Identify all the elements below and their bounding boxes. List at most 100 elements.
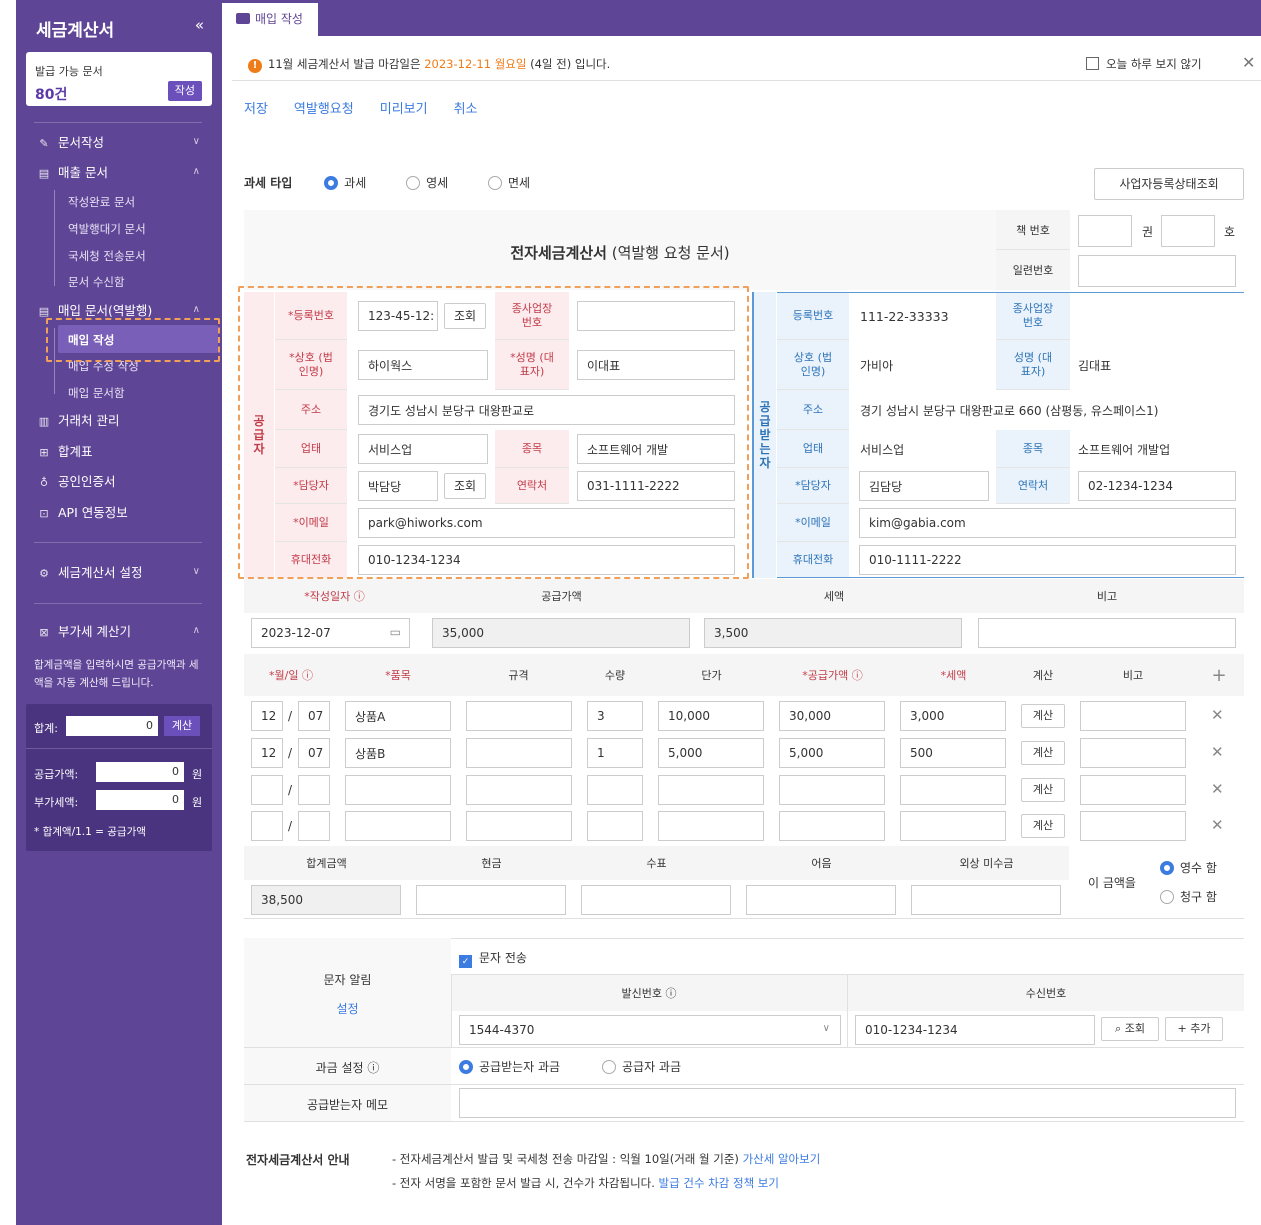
tax-type-exempt[interactable]: 면세 — [488, 176, 530, 190]
row-calc-button[interactable]: 계산 — [1021, 814, 1065, 838]
memo-input[interactable] — [978, 618, 1236, 648]
tax-input[interactable]: 500 — [900, 738, 1006, 768]
checkbox-checked-icon[interactable]: ✓ — [459, 955, 472, 968]
menu-purchase[interactable]: ▤ 매입 문서(역발행) — [36, 301, 152, 321]
qty-input[interactable]: 3 — [587, 701, 643, 731]
tax-input[interactable] — [900, 775, 1006, 805]
book-volume-input[interactable] — [1078, 215, 1132, 247]
price-input[interactable]: 5,000 — [658, 738, 764, 768]
calendar-icon[interactable]: ▭ — [389, 625, 401, 639]
delete-row-icon[interactable]: ✕ — [1211, 780, 1224, 798]
to-lookup-button[interactable]: ⌕ 조회 — [1101, 1017, 1159, 1041]
tax-type-zero[interactable]: 영세 — [406, 176, 448, 190]
supplier-phone-input[interactable]: 010-1234-1234 — [358, 545, 735, 575]
add-row-icon[interactable]: + — [1194, 654, 1244, 696]
penalty-link[interactable]: 가산세 알아보기 — [742, 1152, 821, 1166]
supply-input[interactable]: 5,000 — [779, 738, 885, 768]
chevron-down-icon[interactable]: ∨ — [192, 566, 200, 577]
compose-button[interactable]: 작성 — [167, 81, 202, 101]
price-input[interactable] — [658, 811, 764, 841]
menu-summary[interactable]: ⊞ 합계표 — [36, 442, 92, 462]
item-name-input[interactable]: 상품B — [345, 738, 451, 768]
receiver-mgr-input[interactable]: 김담당 — [859, 471, 989, 501]
row-memo-input[interactable] — [1080, 738, 1186, 768]
spec-input[interactable] — [466, 775, 572, 805]
chevron-up-icon[interactable]: ∧ — [192, 625, 200, 636]
supplier-sub-input[interactable] — [577, 301, 735, 331]
supplier-reg-input[interactable]: 123-45-12: — [358, 301, 438, 331]
from-number-select[interactable]: 1544-4370 ∨ — [459, 1015, 841, 1045]
receiver-contact-input[interactable]: 02-1234-1234 — [1078, 471, 1236, 501]
radio[interactable] — [602, 1060, 616, 1074]
day-input[interactable]: 07 — [298, 701, 330, 731]
check-input[interactable] — [581, 885, 731, 915]
price-input[interactable]: 10,000 — [658, 701, 764, 731]
serial-input[interactable] — [1078, 255, 1236, 287]
cancel-link[interactable]: 취소 — [453, 102, 478, 117]
billing-receiver-option[interactable]: 공급받는자 과금 — [459, 1058, 560, 1075]
month-input[interactable] — [251, 811, 283, 841]
menu-purchase-inbox[interactable]: 매입 문서함 — [68, 386, 125, 400]
book-number-input[interactable] — [1161, 215, 1215, 247]
supply-input[interactable] — [779, 775, 885, 805]
row-memo-input[interactable] — [1080, 775, 1186, 805]
day-input[interactable]: 07 — [298, 738, 330, 768]
spec-input[interactable] — [466, 811, 572, 841]
menu-compose[interactable]: ✎ 문서작성 — [36, 133, 104, 153]
supplier-mgr-lookup-button[interactable]: 조회 — [444, 473, 486, 499]
sms-send-checkbox[interactable]: ✓ 문자 전송 — [459, 949, 527, 968]
tax-input[interactable]: 3,000 — [900, 701, 1006, 731]
spec-input[interactable] — [466, 738, 572, 768]
credit-input[interactable] — [911, 885, 1061, 915]
reverse-request-link[interactable]: 역발행요청 — [293, 102, 354, 117]
supplier-email-input[interactable]: park@hiworks.com — [358, 508, 735, 538]
delete-row-icon[interactable]: ✕ — [1211, 743, 1224, 761]
qty-input[interactable] — [587, 775, 643, 805]
menu-sales-reverse[interactable]: 역발행대기 문서 — [68, 222, 146, 236]
chevron-up-icon[interactable]: ∧ — [192, 304, 200, 315]
save-link[interactable]: 저장 — [244, 102, 268, 117]
tab-purchase-write[interactable]: 매입 작성 — [222, 3, 318, 36]
bill-input[interactable] — [746, 885, 896, 915]
radio[interactable] — [324, 176, 339, 190]
delete-row-icon[interactable]: ✕ — [1211, 706, 1224, 724]
menu-cert[interactable]: ♁ 공인인증서 — [36, 472, 116, 492]
tax-type-taxable[interactable]: 과세 — [324, 176, 366, 190]
item-name-input[interactable]: 상품A — [345, 701, 451, 731]
calc-button[interactable]: 계산 — [164, 716, 200, 736]
menu-purchase-edit[interactable]: 매입 수정 작성 — [68, 359, 139, 373]
receiver-email-input[interactable]: kim@gabia.com — [859, 508, 1236, 538]
tax-input[interactable] — [900, 811, 1006, 841]
calc-total-input[interactable]: 0 — [66, 716, 158, 736]
radio[interactable] — [1160, 861, 1174, 875]
preview-link[interactable]: 미리보기 — [379, 102, 428, 117]
menu-api[interactable]: ⊡ API 연동정보 — [36, 503, 127, 523]
supplier-mgr-input[interactable]: 박담당 — [358, 471, 438, 501]
sms-settings-link[interactable]: 설정 — [336, 1002, 359, 1016]
supply-input[interactable] — [779, 811, 885, 841]
qty-input[interactable]: 1 — [587, 738, 643, 768]
supplier-biz-input[interactable]: 서비스업 — [358, 434, 488, 464]
supplier-addr-input[interactable]: 경기도 성남시 분당구 대왕판교로 — [358, 395, 735, 425]
receiver-phone-input[interactable]: 010-1111-2222 — [859, 545, 1236, 575]
claim-option[interactable]: 청구 함 — [1160, 888, 1217, 905]
menu-partners[interactable]: ▥ 거래처 관리 — [36, 411, 120, 431]
supplier-name-input[interactable]: 하이웍스 — [358, 350, 488, 380]
business-status-button[interactable]: 사업자등록상태조회 — [1094, 168, 1244, 200]
row-calc-button[interactable]: 계산 — [1021, 778, 1065, 802]
supplier-contact-input[interactable]: 031-1111-2222 — [577, 471, 735, 501]
chevron-down-icon[interactable]: ∨ — [822, 1023, 830, 1034]
supplier-lookup-button[interactable]: 조회 — [444, 303, 486, 329]
supply-input[interactable]: 30,000 — [779, 701, 885, 731]
receiver-memo-input[interactable] — [459, 1088, 1236, 1118]
menu-sales-nts[interactable]: 국세청 전송문서 — [68, 249, 146, 263]
menu-sales-done[interactable]: 작성완료 문서 — [68, 195, 136, 209]
supplier-rep-input[interactable]: 이대표 — [577, 350, 735, 380]
collapse-icon[interactable]: « — [194, 16, 204, 34]
deduction-policy-link[interactable]: 발급 건수 차감 정책 보기 — [658, 1176, 779, 1190]
day-input[interactable] — [298, 811, 330, 841]
item-name-input[interactable] — [345, 775, 451, 805]
month-input[interactable] — [251, 775, 283, 805]
delete-row-icon[interactable]: ✕ — [1211, 816, 1224, 834]
spec-input[interactable] — [466, 701, 572, 731]
